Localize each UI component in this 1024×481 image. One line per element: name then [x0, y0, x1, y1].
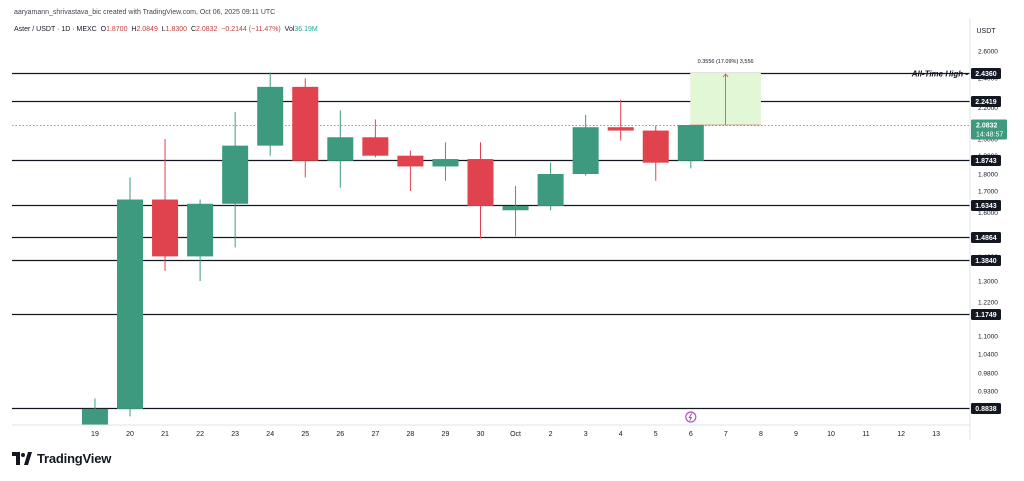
x-tick-label: 4 — [619, 431, 623, 438]
x-tick-label: 29 — [442, 431, 450, 438]
x-tick-label: 5 — [654, 431, 658, 438]
y-tick-label: 0.9300 — [978, 389, 998, 396]
volume-label: Vol — [284, 26, 295, 33]
x-tick-label: 3 — [584, 431, 588, 438]
level-price-label: 0.8838 — [975, 406, 997, 413]
candle-up[interactable] — [572, 127, 599, 174]
y-tick-label: 1.0400 — [978, 352, 998, 359]
x-tick-label: 21 — [161, 431, 169, 438]
y-tick-label: 2.4000 — [978, 76, 998, 83]
x-tick-label: 27 — [371, 431, 379, 438]
x-tick-label: 13 — [932, 431, 940, 438]
candle-down[interactable] — [467, 159, 494, 206]
level-price-label: 2.4360 — [975, 71, 997, 78]
x-tick-label: 9 — [794, 431, 798, 438]
level-price-label: 1.4864 — [975, 235, 997, 242]
level-price-label: 2.2419 — [975, 99, 997, 106]
low-label: L — [161, 26, 166, 33]
candle-down[interactable] — [607, 127, 634, 131]
x-tick-label: 30 — [477, 431, 485, 438]
candle-up[interactable] — [432, 159, 459, 167]
x-tick-label: 28 — [407, 431, 415, 438]
measure-label: 0.3556 (17.09%) 3,556 — [698, 59, 754, 65]
level-price-label: 1.6343 — [975, 203, 997, 210]
x-tick-label: 25 — [301, 431, 309, 438]
y-tick-label: 1.2200 — [978, 300, 998, 307]
level-price-badge — [971, 232, 1001, 243]
x-tick-label: Oct — [510, 431, 521, 438]
measure-arrow-head — [722, 73, 729, 78]
current-price-label: 2.0832 — [976, 123, 998, 130]
candle-up[interactable] — [187, 203, 214, 257]
brand-name: TradingView — [37, 450, 112, 466]
level-price-label: 1.3840 — [975, 258, 997, 265]
y-tick-label: 2.2000 — [978, 105, 998, 112]
candle-down[interactable] — [292, 86, 319, 161]
chart-credit: aaryamann_shrivastava_bic created with T… — [14, 9, 276, 16]
candle-down[interactable] — [397, 155, 424, 167]
candle-down[interactable] — [642, 130, 669, 163]
candle-up[interactable] — [257, 86, 284, 146]
level-price-badge — [971, 155, 1001, 166]
tradingview-brand: TradingView — [12, 449, 111, 467]
candle-down[interactable] — [362, 137, 389, 156]
level-price-label: 1.1749 — [975, 312, 997, 319]
close-value: 2.0832 — [196, 26, 218, 33]
candle-up[interactable] — [117, 199, 143, 409]
all-time-high-annotation: All-Time High - — [911, 70, 969, 79]
y-tick-label: 2.0000 — [978, 136, 998, 143]
level-price-badge — [971, 96, 1001, 107]
x-tick-label: 19 — [91, 431, 99, 438]
x-tick-label: 8 — [759, 431, 763, 438]
open-label: O — [100, 26, 107, 33]
x-tick-label: 10 — [827, 431, 835, 438]
level-price-badge — [971, 68, 1001, 79]
x-tick-label: 12 — [897, 431, 905, 438]
x-tick-label: 24 — [266, 431, 274, 438]
symbol-title: Aster / USDT · 1D · MEXC — [14, 26, 97, 33]
low-value: 1.8300 — [165, 26, 188, 33]
candle-up[interactable] — [222, 145, 249, 204]
x-tick-label: 7 — [724, 431, 728, 438]
candle-up[interactable] — [327, 137, 354, 161]
volume-value: 36.19M — [294, 26, 318, 33]
candle-up[interactable] — [502, 205, 529, 211]
level-price-label: 1.8743 — [975, 158, 997, 165]
y-tick-label: 1.8000 — [978, 172, 998, 179]
tradingview-logo-icon — [12, 451, 32, 465]
candle-down[interactable] — [152, 199, 179, 257]
x-tick-label: 11 — [862, 431, 869, 438]
y-tick-label: 1.6000 — [978, 210, 998, 217]
level-price-badge — [971, 403, 1001, 414]
symbol-legend: Aster / USDT · 1D · MEXC O1.8700 H2.0849… — [14, 26, 318, 33]
currency-label: USDT — [976, 28, 996, 35]
open-value: 1.8700 — [106, 26, 128, 33]
candle-up[interactable] — [537, 174, 564, 206]
y-tick-label: 1.7000 — [978, 189, 998, 196]
x-tick-label: 26 — [336, 431, 344, 438]
high-label: H — [131, 26, 137, 33]
level-price-badge — [971, 255, 1001, 266]
x-tick-label: 20 — [126, 431, 134, 438]
x-tick-label: 23 — [231, 431, 239, 438]
x-tick-label: 22 — [196, 431, 204, 438]
y-tick-label: 1.3000 — [978, 279, 998, 286]
y-tick-label: 2.6000 — [978, 49, 998, 56]
candle-up[interactable] — [81, 408, 108, 425]
level-price-badge — [971, 200, 1001, 211]
change-value: −0.2144 (−11.47%) — [221, 26, 281, 33]
high-value: 2.0849 — [136, 26, 158, 33]
level-price-badge — [971, 309, 1001, 320]
close-label: C — [190, 26, 197, 33]
y-tick-label: 0.9800 — [978, 371, 998, 378]
countdown-label: 14:48:57 — [976, 132, 1003, 139]
candle-up[interactable] — [677, 125, 704, 161]
y-tick-label: 1.1000 — [978, 334, 998, 341]
event-bolt-icon — [688, 413, 693, 421]
x-tick-label: 6 — [689, 431, 693, 438]
x-tick-label: 2 — [549, 431, 553, 438]
current-price-badge — [971, 119, 1007, 140]
